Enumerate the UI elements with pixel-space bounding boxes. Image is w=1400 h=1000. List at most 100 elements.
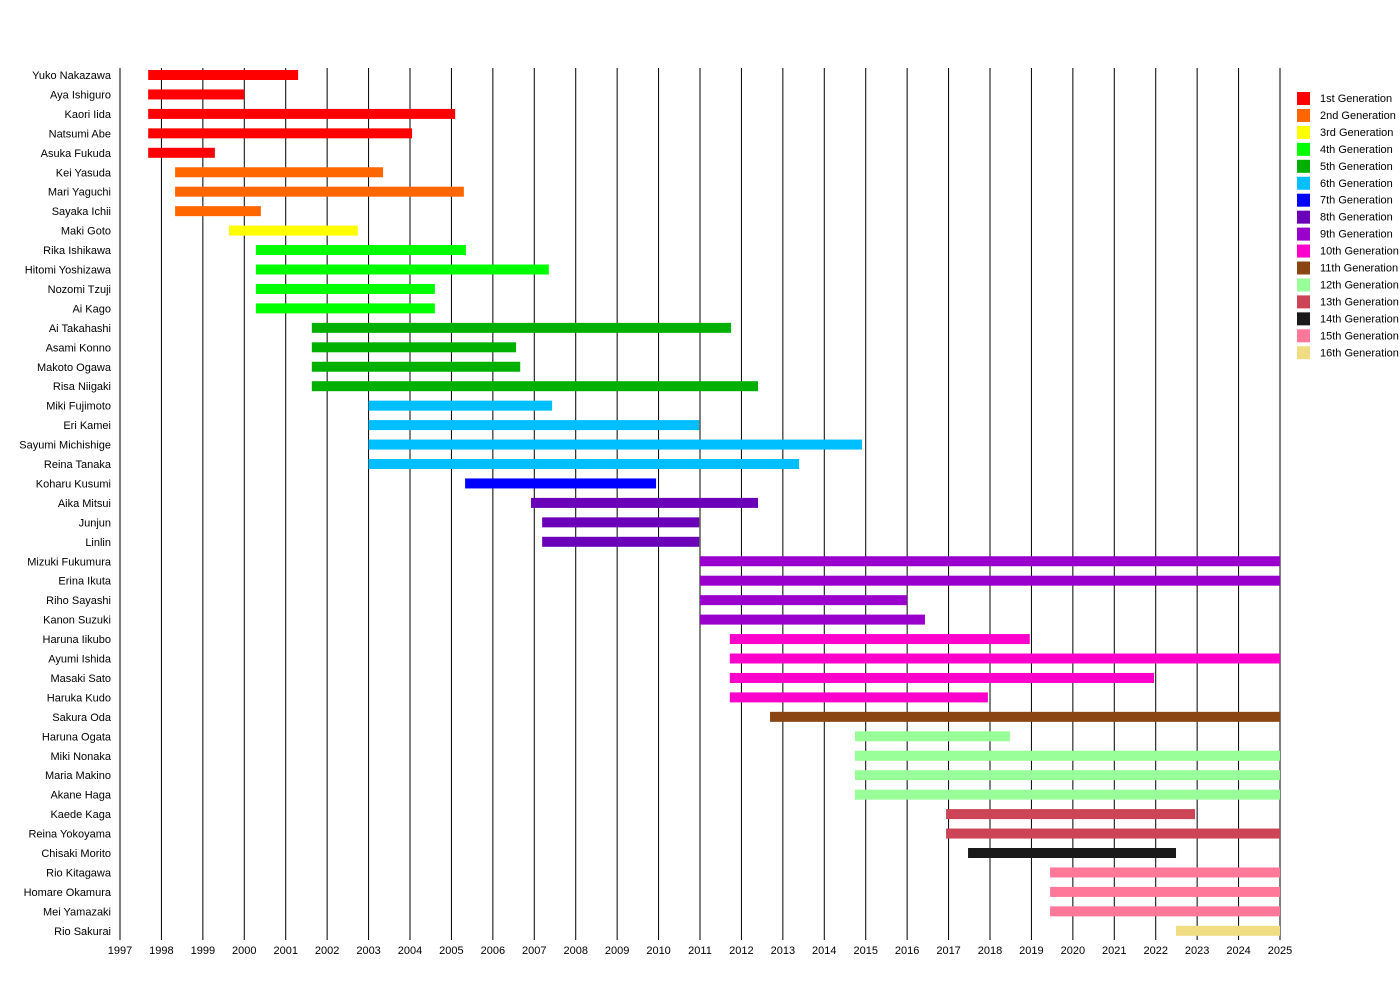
legend-label: 5th Generation [1320,161,1393,173]
year-tick-labels: 1997 1998 1999 2000 2001 2002 2003 2004 2005 2006… [108,945,1292,957]
member-label: Reina Yokoyama [28,829,111,841]
legend-label: 15th Generation [1320,330,1399,342]
member-label: Hitomi Yoshizawa [25,265,112,277]
legend-swatch [1297,210,1310,224]
member-label: Ai Kago [72,303,111,315]
legend-swatch [1297,346,1310,360]
legend-label: 6th Generation [1320,178,1393,190]
member-bar [700,614,925,625]
member-label: Junjun [79,517,111,529]
member-bar [854,770,1280,781]
x-tick-label: 2004 [398,945,422,957]
member-label: Maria Makino [45,770,111,782]
legend-swatch [1297,159,1310,173]
member-bar [729,692,988,703]
member-label: Haruna Ogata [42,731,112,743]
member-label: Kaede Kaga [50,809,111,821]
member-bar [465,478,657,489]
member-bar [854,731,1010,742]
member-bar [1176,925,1280,936]
member-label: Kanon Suzuki [43,615,111,627]
member-label: Yuko Nakazawa [32,70,112,82]
member-bar [148,108,456,119]
x-tick-label: 2018 [978,945,1002,957]
x-tick-label: 2023 [1185,945,1209,957]
legend-swatch [1297,125,1310,139]
member-bar [946,828,1280,839]
member-bar [175,167,384,178]
member-label: Aika Mitsui [58,498,111,510]
member-label: Aya Ishiguro [50,89,111,101]
member-label: Ayumi Ishida [48,654,112,666]
legend-label: 7th Generation [1320,195,1393,207]
member-bar [148,128,413,139]
member-bar [1050,886,1280,897]
member-bar [530,497,758,508]
legend-swatch [1297,295,1310,309]
legend-label: 14th Generation [1320,313,1399,325]
member-bar [311,381,758,392]
legend-label: 2nd Generation [1320,110,1396,122]
member-label: Rio Kitagawa [46,867,112,879]
legend-label: 4th Generation [1320,144,1393,156]
member-label: Mei Yamazaki [43,906,111,918]
member-bar [968,848,1177,858]
member-label: Asami Konno [46,342,111,354]
member-bar [542,536,700,547]
member-bar [148,70,299,80]
x-tick-label: 2003 [356,945,380,957]
legend-swatch [1297,261,1310,275]
member-bar [700,556,1280,567]
member-bar [148,147,215,158]
member-bar [700,575,1280,586]
legend-swatch [1297,108,1310,122]
member-label: Miki Nonaka [50,751,111,763]
x-tick-label: 2005 [439,945,463,957]
member-bar [368,459,800,469]
member-label: Rio Sakurai [54,926,111,938]
x-tick-label: 1997 [108,945,132,957]
x-tick-label: 2024 [1226,945,1250,957]
member-bar [255,303,435,314]
x-tick-label: 2006 [481,945,505,957]
x-tick-label: 2022 [1143,945,1167,957]
x-tick-label: 2017 [936,945,960,957]
x-tick-label: 2010 [646,945,670,957]
legend-swatch [1297,329,1310,343]
member-label: Koharu Kusumi [36,478,111,490]
legend-swatch [1297,193,1310,207]
member-labels: Yuko Nakazawa Aya Ishiguro Kaori Iida Natsu… [19,70,112,938]
legend-swatch [1297,176,1310,190]
member-label: Mari Yaguchi [48,187,111,199]
member-label: Maki Goto [61,226,111,238]
member-label: Masaki Sato [50,673,111,685]
member-bar [255,283,435,294]
member-label: Homare Okamura [24,887,112,899]
legend-swatch [1297,142,1310,156]
member-bar [228,225,358,236]
member-bar [311,322,732,333]
member-label: Nozomi Tzuji [48,284,111,296]
member-bars [148,70,1280,936]
member-label: Chisaki Morito [41,848,111,860]
legend-label: 1st Generation [1320,93,1392,105]
member-bar [946,809,1196,820]
legend-label: 13th Generation [1320,296,1399,308]
legend-swatch [1297,227,1310,241]
member-label: Sayumi Michishige [19,440,111,452]
member-label: Sayaka Ichii [52,206,111,218]
x-tick-label: 2007 [522,945,546,957]
x-tick-label: 2001 [273,945,297,957]
x-tick-label: 2019 [1019,945,1043,957]
x-tick-label: 2021 [1102,945,1126,957]
member-bar [368,439,862,450]
legend-label: 11th Generation [1320,263,1398,275]
member-bar [148,89,245,100]
x-tick-label: 2025 [1268,945,1292,957]
member-label: Mizuki Fukumura [27,556,112,568]
legend-label: 16th Generation [1320,347,1399,359]
legend-swatch [1297,244,1310,258]
member-label: Kei Yasuda [56,167,112,179]
member-label: Reina Tanaka [44,459,112,471]
